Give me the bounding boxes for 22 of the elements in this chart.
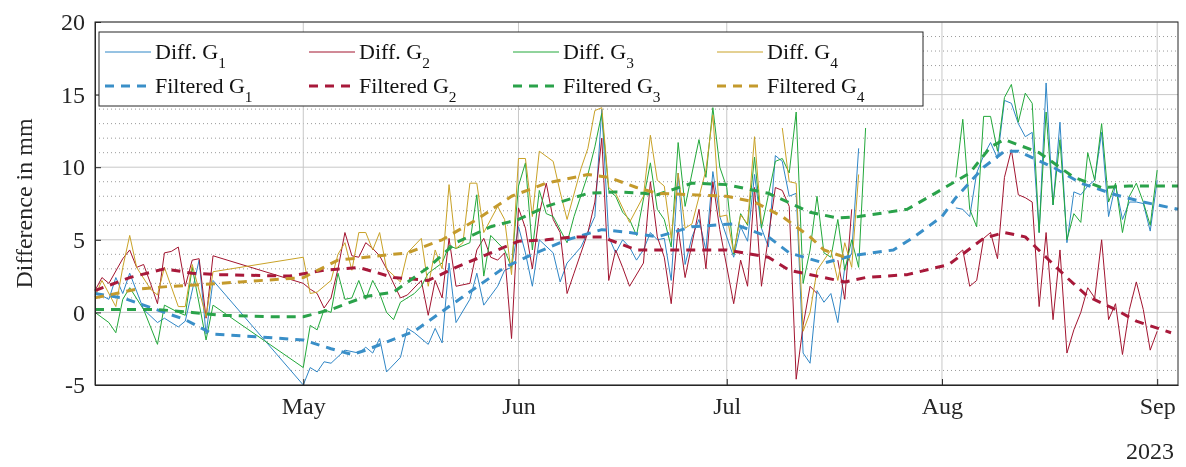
x-tick-label: May — [281, 393, 326, 420]
y-tick-label: 15 — [61, 81, 85, 108]
legend-label: Filtered G$_{4}$ — [767, 73, 865, 105]
legend-label: Filtered G$_{3}$ — [563, 73, 661, 105]
x-tick-label: Aug — [921, 393, 964, 420]
x-tick-label: Sep — [1139, 393, 1176, 420]
y-tick-label: 20 — [61, 9, 85, 36]
x-tick-label: Jul — [713, 393, 742, 420]
legend-label: Filtered G$_{1}$ — [155, 73, 253, 105]
legend-label: Filtered G$_{2}$ — [359, 73, 457, 105]
line-series — [93, 138, 1180, 319]
legend-label: Diff. G$_{1}$ — [155, 39, 226, 71]
legend-label: Diff. G$_{2}$ — [359, 39, 430, 71]
y-axis-title: Difference in mm — [11, 118, 37, 289]
legend-label: Diff. G$_{4}$ — [767, 39, 839, 71]
y-tick-label: 0 — [73, 299, 85, 326]
y-tick-label: 5 — [73, 226, 85, 253]
legend-label: Diff. G$_{3}$ — [563, 39, 635, 71]
y-tick-label: -5 — [65, 372, 85, 399]
text: 2023 — [1126, 438, 1174, 464]
y-tick-label: 10 — [61, 154, 85, 181]
x-tick-label: Jun — [502, 393, 536, 420]
